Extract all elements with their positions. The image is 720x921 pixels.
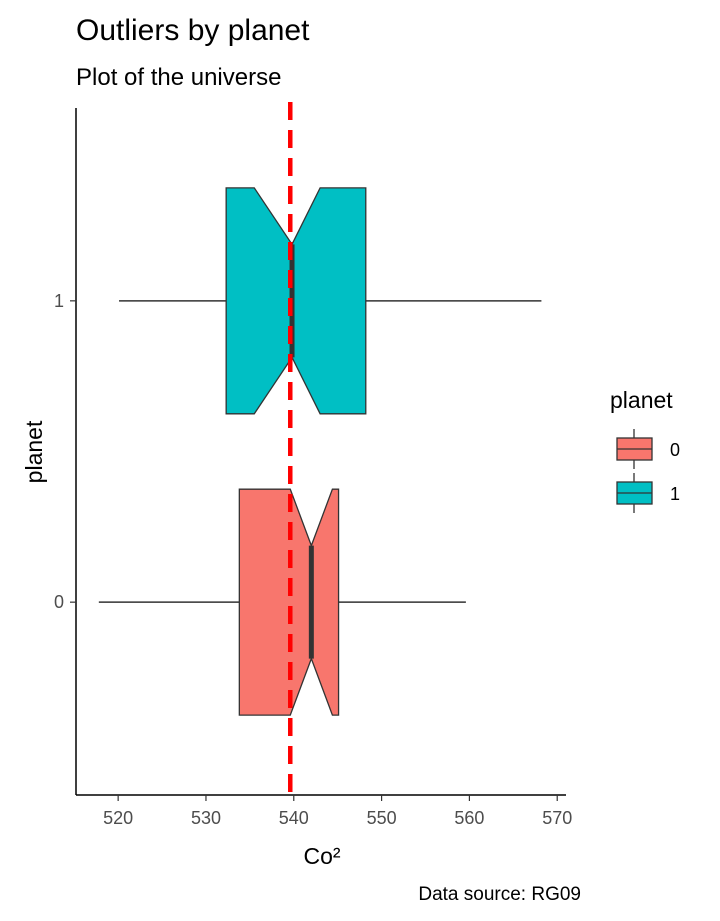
legend-label: 0 xyxy=(670,440,680,460)
x-axis-ticks: 520 530 540 550 560 570 xyxy=(103,795,572,828)
x-tick-label: 570 xyxy=(542,808,572,828)
x-tick-label: 550 xyxy=(367,808,397,828)
chart-caption: Data source: RG09 xyxy=(418,884,581,905)
chart-subtitle: Plot of the universe xyxy=(76,64,281,91)
x-tick-label: 520 xyxy=(103,808,133,828)
chart-title: Outliers by planet xyxy=(76,14,310,47)
plot-area xyxy=(98,102,542,795)
box-body xyxy=(225,187,367,415)
legend-title: planet xyxy=(610,387,673,413)
x-tick-label: 560 xyxy=(454,808,484,828)
box-group-0 xyxy=(98,488,466,716)
x-axis-title: Co² xyxy=(303,843,340,869)
y-tick-label: 1 xyxy=(54,291,64,311)
y-tick-label: 0 xyxy=(54,592,64,612)
x-tick-label: 530 xyxy=(191,808,221,828)
box-group-1 xyxy=(119,187,542,415)
y-axis-title: planet xyxy=(21,420,47,483)
x-tick-label: 540 xyxy=(279,808,309,828)
legend-label: 1 xyxy=(670,484,680,504)
legend: planet 0 1 xyxy=(610,387,680,513)
legend-key-0: 0 xyxy=(616,429,680,469)
y-axis-ticks: 01 xyxy=(54,291,76,612)
legend-key-1: 1 xyxy=(616,473,680,513)
